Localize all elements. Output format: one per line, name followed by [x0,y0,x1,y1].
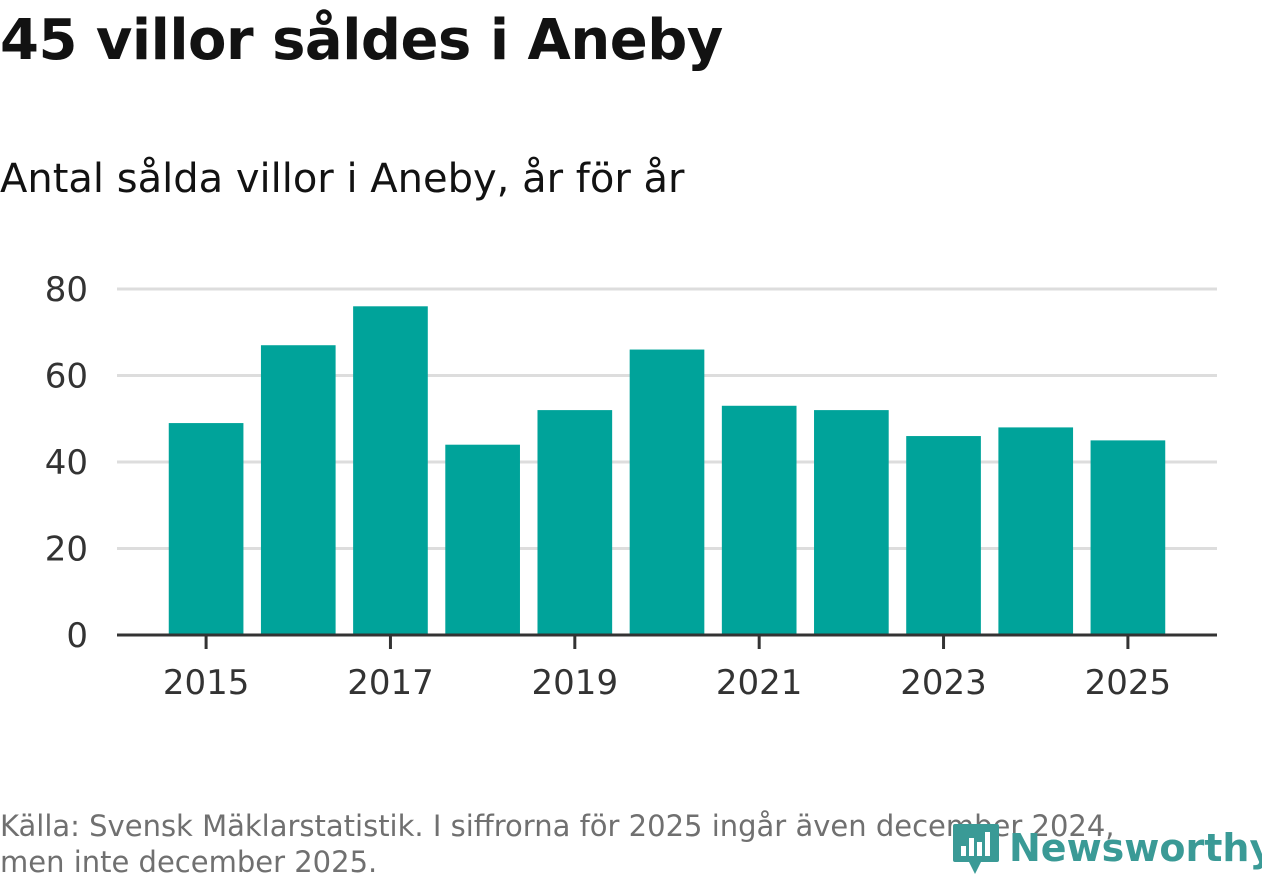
bar-2019 [537,410,613,635]
y-tick-label: 20 [45,530,88,570]
bar-2015 [168,423,244,635]
newsworthy-logo: Newsworthy [951,820,1262,876]
bar-2023 [906,436,981,635]
bar-2024 [998,427,1074,635]
source-line-1: Källa: Svensk Mäklarstatistik. I siffror… [0,809,1115,843]
y-tick-label: 40 [45,443,88,483]
source-note: Källa: Svensk Mäklarstatistik. I siffror… [0,808,1200,880]
chart-subtitle: Antal sålda villor i Aneby, år för år [0,156,685,202]
bar-2018 [445,444,520,635]
newsworthy-logo-text: Newsworthy [1009,826,1262,870]
bar-2021 [721,405,797,635]
x-tick-label: 2021 [716,663,803,703]
x-tick-label: 2023 [900,663,987,703]
x-tick-label: 2019 [532,663,619,703]
x-tick-label: 2015 [163,663,250,703]
bar-2022 [814,410,889,635]
axes: 0 20 40 60 80 2015 2017 2019 2021 2023 2025 [45,270,1217,703]
chart-title: 45 villor såldes i Aneby [0,8,723,73]
newsworthy-logo-icon [953,824,999,874]
y-tick-label: 0 [66,616,88,656]
bars [168,306,1166,635]
y-tick-label: 80 [45,270,88,310]
bar-2017 [353,306,428,635]
bar-2016 [260,345,336,635]
x-tick-label: 2017 [347,663,434,703]
bar-2020 [629,349,705,635]
source-line-2: men inte december 2025. [0,845,378,879]
x-tick-label: 2025 [1085,663,1172,703]
bar-2025 [1090,440,1166,635]
y-tick-label: 60 [45,357,88,397]
